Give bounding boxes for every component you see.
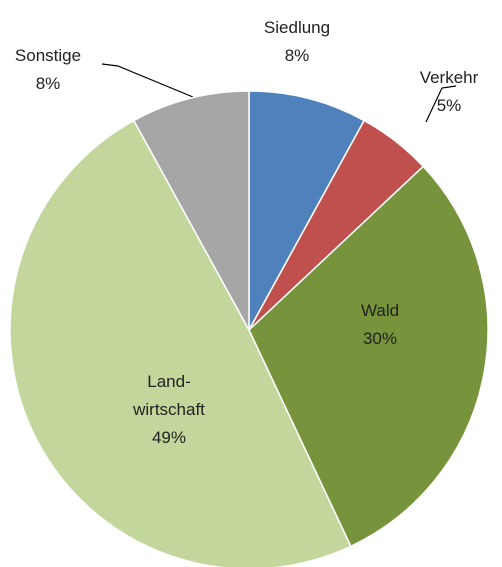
- value-label: 5%: [436, 96, 462, 115]
- pie-slice: [248, 90, 366, 331]
- slice-label: Land- wirtschaft 49%: [133, 368, 205, 452]
- value-label: 8%: [284, 46, 310, 65]
- leader-line: [425, 85, 457, 123]
- value-label: 8%: [35, 74, 61, 93]
- pie-slice: [9, 119, 352, 567]
- leader-line: [101, 63, 194, 98]
- slice-label: Sonstige 8%: [15, 42, 81, 98]
- category-label: Land- wirtschaft: [133, 372, 205, 419]
- value-label: 30%: [362, 329, 398, 348]
- category-label: Verkehr: [419, 68, 479, 87]
- slice-label: Siedlung 8%: [264, 14, 330, 70]
- category-label: Siedlung: [263, 18, 331, 37]
- pie-slice: [248, 165, 489, 548]
- slice-label: Wald 30%: [361, 297, 399, 353]
- category-label: Wald: [360, 301, 400, 320]
- category-label: Sonstige: [14, 46, 82, 65]
- slice-label: Verkehr 5%: [420, 64, 479, 120]
- value-label: 49%: [151, 428, 187, 447]
- pie-slice: [132, 90, 250, 331]
